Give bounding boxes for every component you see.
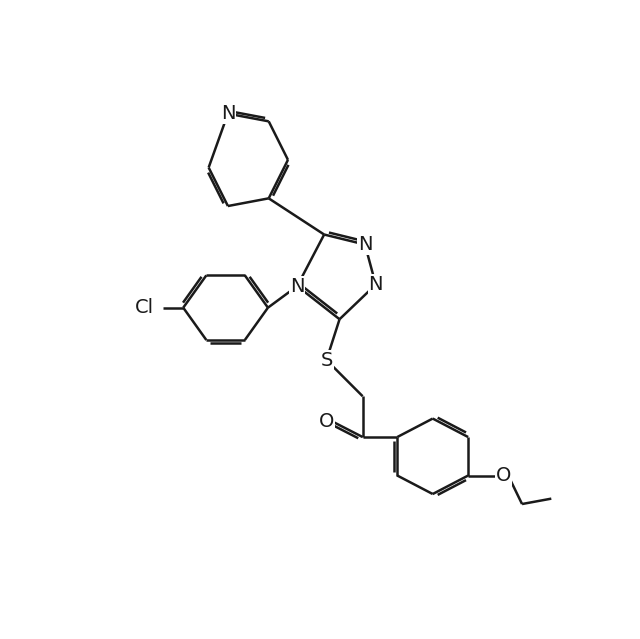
Text: N: N: [290, 277, 305, 296]
Text: O: O: [496, 466, 511, 485]
Text: S: S: [320, 351, 333, 369]
Text: O: O: [319, 412, 334, 431]
Text: N: N: [358, 235, 372, 254]
Text: Cl: Cl: [135, 298, 154, 317]
Text: N: N: [369, 275, 383, 294]
Text: N: N: [221, 104, 235, 123]
